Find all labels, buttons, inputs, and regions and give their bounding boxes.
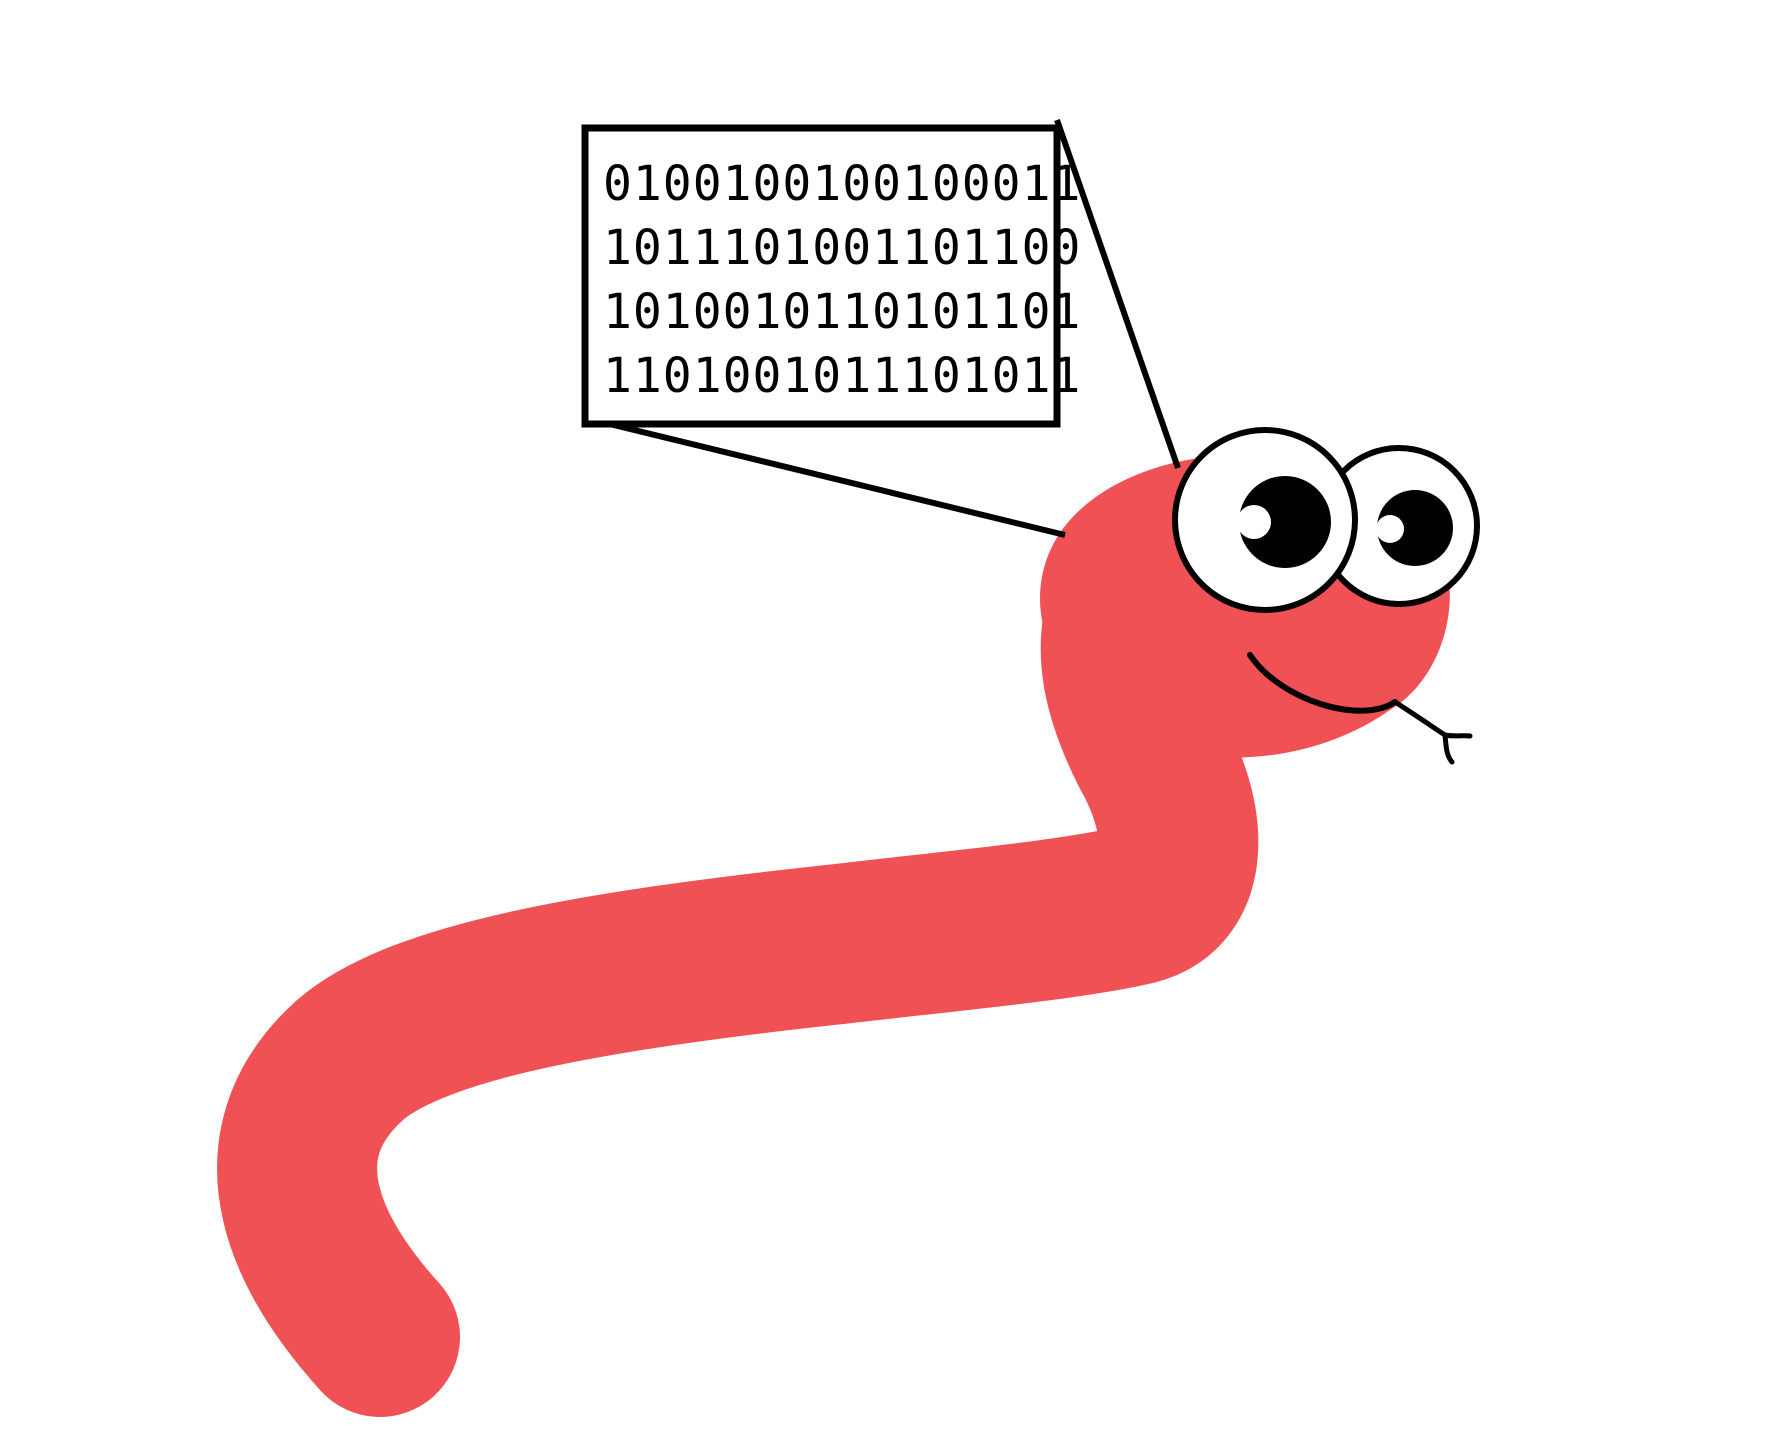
left-eye [1172, 427, 1358, 613]
callout-box [581, 124, 1061, 428]
binary-line-2: 1011101001101100 [603, 220, 1081, 276]
snake-mouth [1247, 652, 1398, 714]
binary-line-3: 1010010110101101 [603, 284, 1081, 340]
binary-line-1: 0100100100100011 [603, 156, 1081, 212]
left-eye-highlight [1237, 505, 1271, 539]
right-eye-highlight [1376, 515, 1404, 543]
callout-line-right [1054, 119, 1181, 469]
snake-tongue [1392, 699, 1473, 765]
snake-body [217, 520, 1259, 1417]
binary-line-4: 1101001011101011 [603, 348, 1081, 404]
right-pupil [1377, 490, 1453, 566]
right-eye [1318, 445, 1480, 607]
left-pupil [1239, 476, 1331, 568]
callout-line-left [584, 415, 1066, 538]
